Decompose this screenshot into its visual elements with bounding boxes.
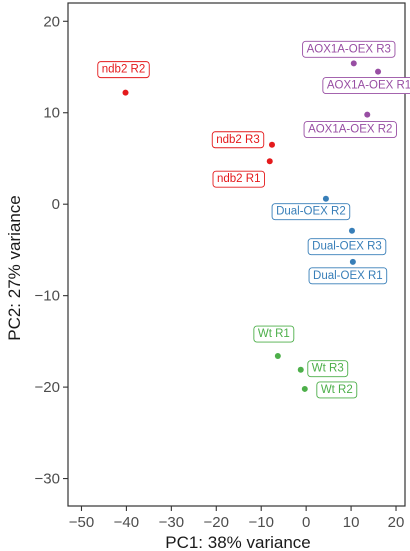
point-label-text: Dual-OEX R3 (312, 241, 382, 253)
point-label-box (307, 360, 349, 378)
x-tick-label: −20 (204, 514, 229, 531)
point-label: Dual-OEX R3 (307, 238, 387, 256)
x-tick-label: 10 (343, 514, 360, 531)
point-label: ndb2 R2 (97, 61, 150, 79)
point-label-text: ndb2 R1 (217, 173, 260, 185)
point-label: AOX1A-OEX R2 (303, 121, 397, 139)
point-label: Dual-OEX R2 (271, 203, 351, 221)
data-point (349, 258, 356, 265)
point-label-text: Dual-OEX R2 (276, 206, 346, 218)
point-label: ndb2 R3 (211, 131, 265, 149)
data-point (322, 195, 329, 202)
point-label-text: ndb2 R3 (216, 134, 259, 146)
point-labels-layer: ndb2 R2 ndb2 R3 ndb2 R1 AOX1A-OEX R3 AOX1A-O… (97, 40, 410, 399)
data-point (375, 68, 382, 75)
axes-layer: −50 −40 −30 −20 −10 0 10 20 20 10 0 −10 −20 −30 (35, 2, 406, 531)
point-label-text: AOX1A-OEX R2 (308, 124, 392, 136)
point-label: Dual-OEX R1 (308, 267, 388, 285)
data-point (266, 158, 273, 165)
data-point (274, 353, 281, 360)
x-tick-label: 0 (302, 514, 310, 531)
point-label-box (97, 61, 150, 79)
point-label-box (302, 40, 396, 58)
data-point (364, 111, 371, 118)
y-tick-label: 10 (43, 105, 60, 122)
y-tick-label: 0 (52, 196, 60, 213)
plot-panel-border (67, 2, 406, 507)
point-label: ndb2 R1 (212, 170, 265, 188)
y-tick-label: −10 (35, 288, 60, 305)
point-label: Wt R2 (316, 381, 358, 399)
data-point (122, 89, 129, 96)
point-label: AOX1A-OEX R1 (322, 77, 410, 95)
point-label-box (307, 238, 387, 256)
point-label-box (303, 121, 397, 139)
points-layer (122, 60, 382, 392)
point-label-text: AOX1A-OEX R3 (307, 43, 391, 55)
x-tick-label: −30 (159, 514, 184, 531)
point-label-box (322, 77, 410, 95)
data-point (350, 60, 357, 67)
point-label-box (212, 170, 265, 188)
x-tick-label: 20 (388, 514, 405, 531)
point-label-text: ndb2 R2 (102, 64, 145, 76)
y-tick-label: −30 (35, 471, 60, 488)
point-label-text: AOX1A-OEX R1 (327, 80, 410, 92)
x-tick-label: −50 (69, 514, 94, 531)
data-point (348, 227, 355, 234)
point-label-text: Wt R3 (312, 363, 344, 375)
y-axis-title: PC2: 27% variance (5, 195, 24, 341)
point-label: Wt R3 (307, 360, 349, 378)
point-label: AOX1A-OEX R3 (302, 40, 396, 58)
x-tick-label: −10 (248, 514, 273, 531)
point-label-box (316, 381, 358, 399)
data-point (297, 366, 304, 373)
x-axis-title: PC1: 38% variance (165, 533, 311, 551)
point-label-text: Wt R1 (258, 328, 290, 340)
x-tick-label: −40 (114, 514, 139, 531)
data-point (268, 141, 275, 148)
y-tick-label: −20 (35, 379, 60, 396)
point-label-box (308, 267, 388, 285)
point-label-box (253, 325, 295, 343)
point-label-text: Wt R2 (321, 384, 353, 396)
point-label-text: Dual-OEX R1 (313, 270, 383, 282)
point-label: Wt R1 (253, 325, 295, 343)
data-point (301, 385, 308, 392)
point-label-box (211, 131, 265, 149)
point-label-box (271, 203, 351, 221)
y-tick-label: 20 (43, 13, 60, 30)
